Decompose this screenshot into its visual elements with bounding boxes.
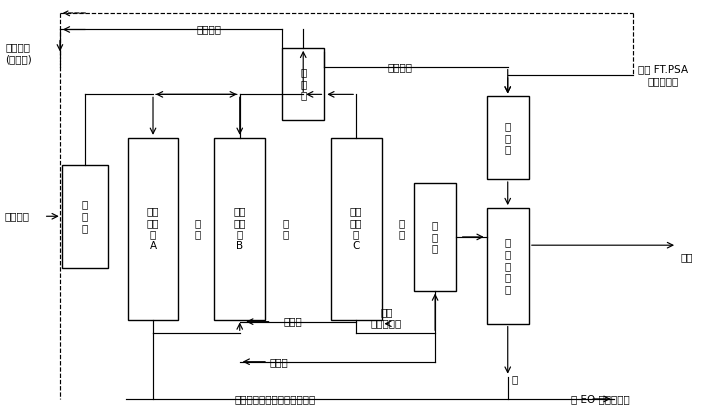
Text: 水: 水 — [512, 374, 518, 384]
Text: 排放: 排放 — [680, 253, 693, 262]
Text: 热
吹: 热 吹 — [282, 218, 289, 240]
Text: 干燥
吸附
塔
B: 干燥 吸附 塔 B — [234, 206, 246, 251]
Text: 换
热
器: 换 热 器 — [300, 67, 307, 101]
Text: 热吹气: 热吹气 — [269, 357, 288, 367]
Text: 加
热
器: 加 热 器 — [432, 220, 438, 253]
Text: 冷吹气: 冷吹气 — [283, 317, 302, 327]
Bar — [62, 165, 108, 268]
Text: 冷吹废气: 冷吹废气 — [197, 25, 222, 35]
Text: 干燥
吸附
塔
C: 干燥 吸附 塔 C — [350, 206, 362, 251]
Bar — [127, 138, 178, 319]
Text: 冷
吹: 冷 吹 — [399, 218, 405, 240]
Text: 不凝气体: 不凝气体 — [5, 211, 30, 221]
Text: 吸
附: 吸 附 — [194, 218, 200, 240]
Text: 冷
却
器: 冷 却 器 — [81, 200, 88, 233]
Text: 来自
甲烷产品气: 来自 甲烷产品气 — [371, 307, 402, 328]
Text: 来自 FT.PSA
富甲烷尾气: 来自 FT.PSA 富甲烷尾气 — [638, 64, 688, 86]
Bar — [414, 183, 456, 291]
Bar — [486, 208, 529, 324]
Text: 去 EO 反应循环气: 去 EO 反应循环气 — [571, 394, 630, 404]
Bar — [282, 48, 324, 120]
Text: 热吹废气: 热吹废气 — [388, 62, 413, 72]
Text: 干燥脱水后的不凝气（干气）: 干燥脱水后的不凝气（干气） — [234, 394, 316, 404]
Text: 干燥
吸附
塔
A: 干燥 吸附 塔 A — [147, 206, 159, 251]
Bar — [215, 138, 265, 319]
Bar — [331, 138, 382, 319]
Bar — [486, 97, 529, 179]
Text: 去原料气
(天然气): 去原料气 (天然气) — [5, 42, 32, 64]
Text: 冷
却
器: 冷 却 器 — [505, 121, 511, 154]
Text: 气
液
分
离
器: 气 液 分 离 器 — [505, 238, 511, 294]
